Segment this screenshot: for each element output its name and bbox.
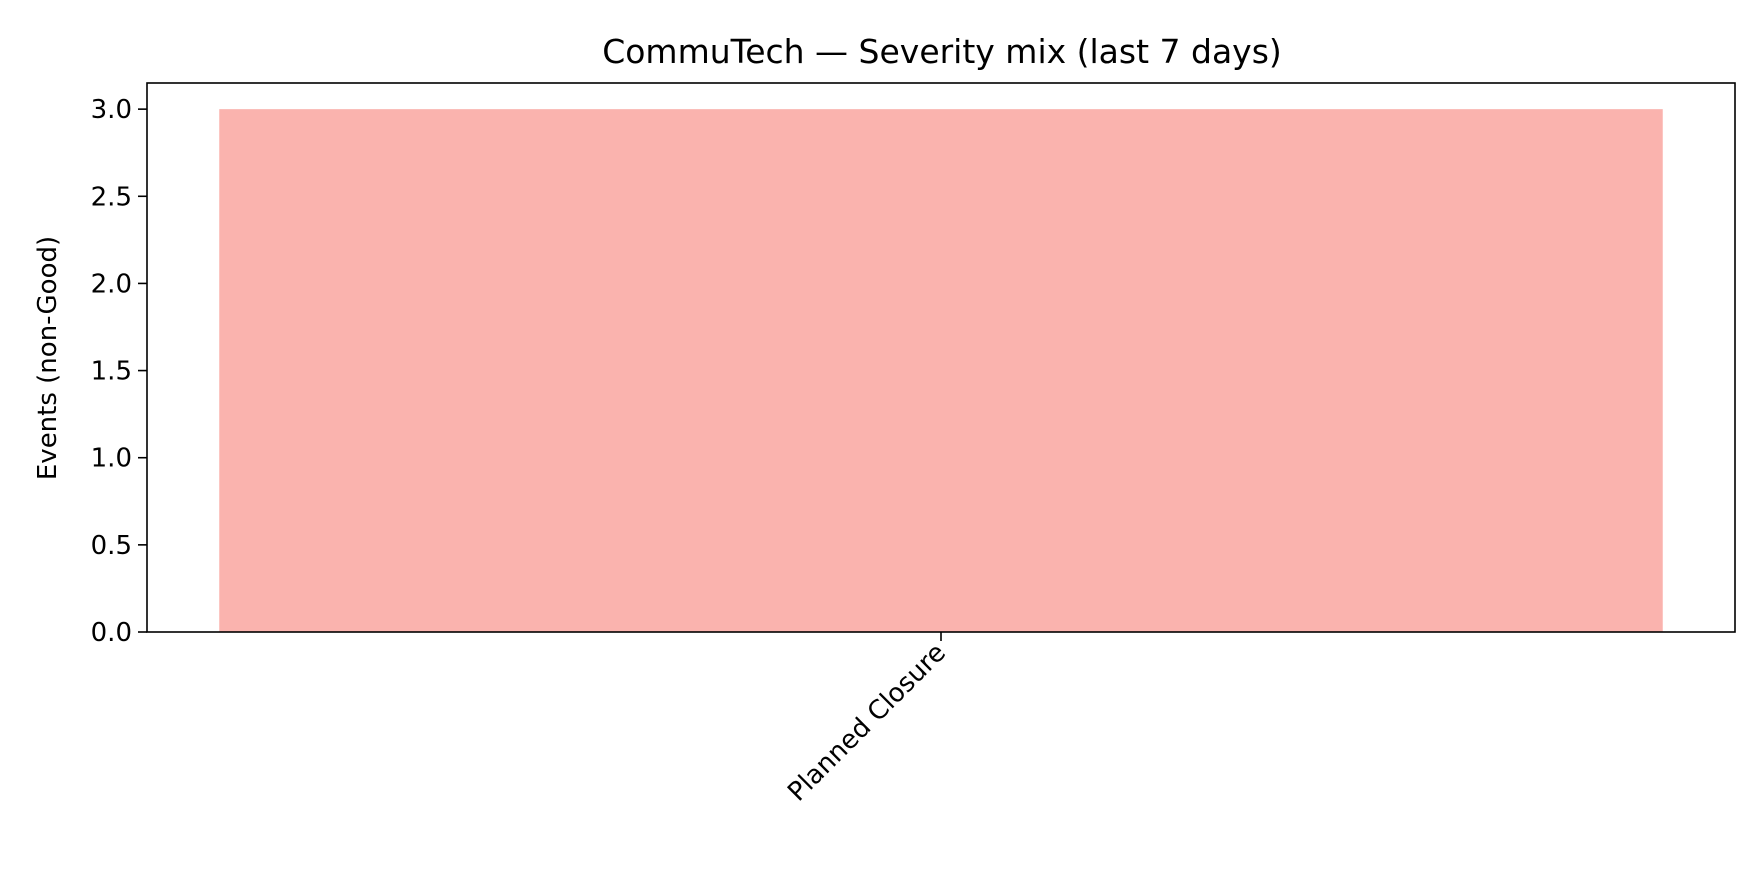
y-tick-label: 2.5	[91, 182, 132, 212]
y-axis: 0.0 0.5 1.0 1.5 2.0 2.5 3.0	[91, 95, 147, 648]
y-tick-label: 1.0	[91, 444, 132, 474]
chart-title: CommuTech — Severity mix (last 7 days)	[602, 32, 1282, 71]
y-tick-label: 1.5	[91, 357, 132, 387]
bars-group	[219, 109, 1663, 632]
y-tick-label: 0.0	[91, 618, 132, 648]
y-tick-label: 2.0	[91, 269, 132, 299]
y-tick-label: 0.5	[91, 531, 132, 561]
bar-planned-closure	[219, 109, 1663, 632]
y-tick-label: 3.0	[91, 95, 132, 125]
y-axis-label: Events (non-Good)	[33, 236, 63, 480]
plot-frame	[146, 82, 1736, 633]
